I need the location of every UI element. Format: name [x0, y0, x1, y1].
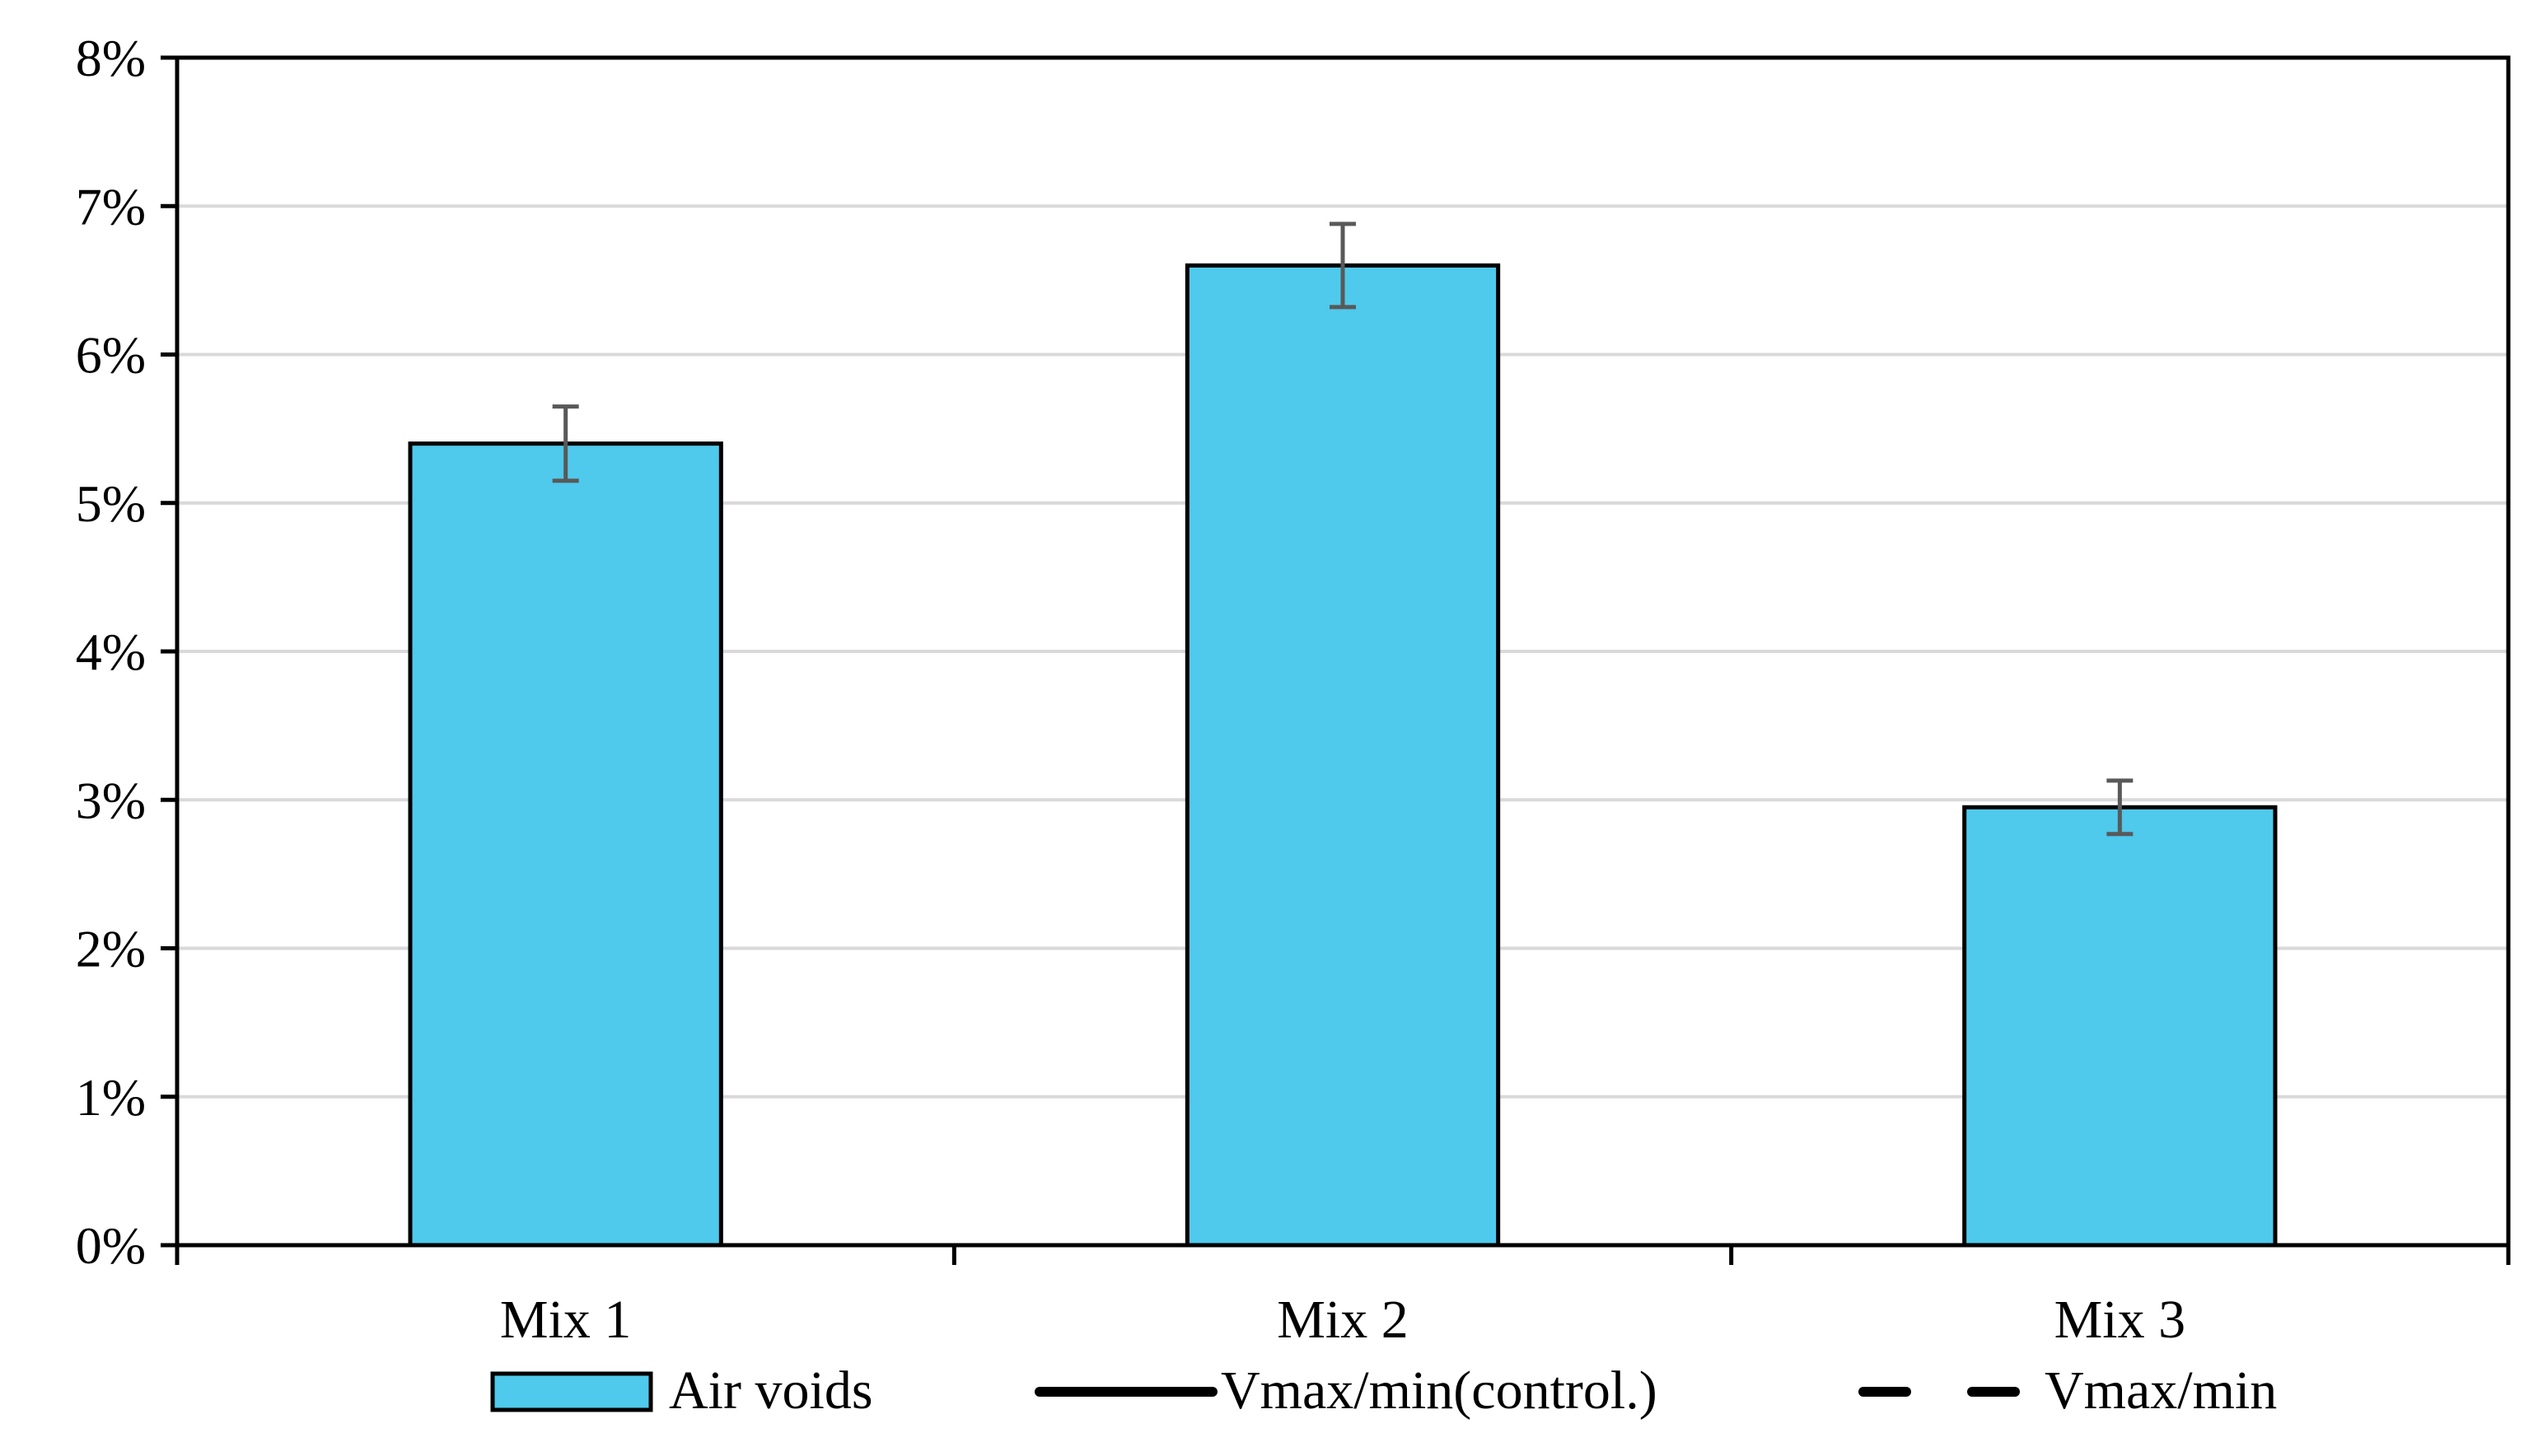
- y-tick-label: 5%: [76, 474, 146, 533]
- bar: [1962, 805, 2278, 1248]
- legend-label: Vmax/min: [2045, 1360, 2277, 1421]
- y-tick-label: 2%: [76, 920, 146, 978]
- legend-label: Air voids: [669, 1360, 873, 1421]
- legend: Air voids Vmax/min(control.) Vmax/min: [490, 1360, 2277, 1421]
- axes: 0% 1% 2% 3% 4% 5% 6% 7% 8% Mix 1 Mix 2 Mix 3: [76, 29, 2511, 1350]
- y-tick-label: 3%: [76, 771, 146, 829]
- limit-lines: [560, 497, 2125, 954]
- legend-swatch-bar: [490, 1371, 653, 1412]
- plot-frame: [175, 55, 2511, 1248]
- bars: [408, 263, 2278, 1248]
- error-bar: [552, 404, 579, 483]
- y-tick-label: 7%: [76, 177, 146, 236]
- legend-item-vmax-min: Vmax/min: [1858, 1360, 2277, 1421]
- error-bar: [2106, 778, 2134, 837]
- legend-item-air-voids: Air voids: [490, 1360, 873, 1421]
- x-tick-label: Mix 1: [500, 1290, 632, 1350]
- x-tick-label: Mix 3: [2054, 1290, 2186, 1350]
- y-tick-label: 0%: [76, 1216, 146, 1275]
- x-tick-label: Mix 2: [1277, 1290, 1409, 1350]
- y-tick-label: 4%: [76, 623, 146, 681]
- bar: [408, 441, 723, 1248]
- y-tick-label: 6%: [76, 326, 146, 385]
- bar: [1185, 263, 1501, 1248]
- legend-label: Vmax/min(control.): [1221, 1360, 1657, 1421]
- error-bar: [1330, 222, 1356, 310]
- y-tick-label: 1%: [76, 1068, 146, 1127]
- legend-item-control: Vmax/min(control.): [1035, 1360, 1657, 1421]
- error-bars: [552, 222, 2134, 837]
- y-tick-label: 8%: [76, 29, 146, 87]
